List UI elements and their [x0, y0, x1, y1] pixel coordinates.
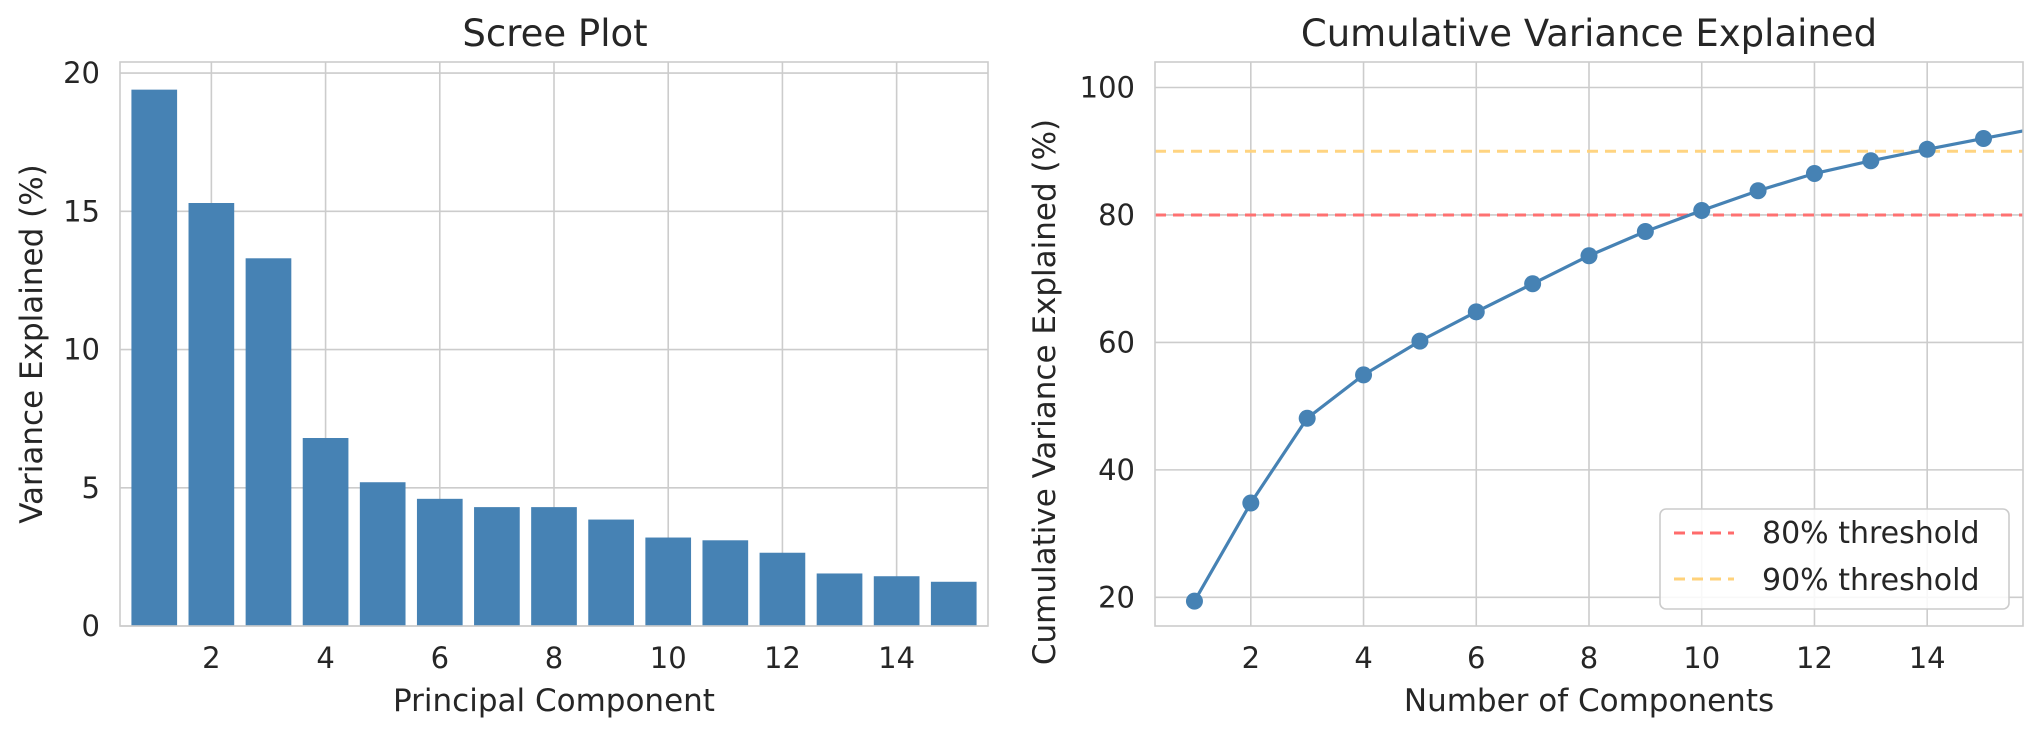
cumulative-plot-frame: [1154, 61, 2024, 627]
scree-x-tick-label: 2: [202, 641, 220, 675]
scree-plot-panel: Scree Plot 2 4 6 8 10 12 14 0 5 10 15 20 Principal …: [14, 12, 989, 719]
scree-x-axis-label: Principal Component: [393, 683, 715, 719]
cumulative-point: [1636, 223, 1654, 241]
cumulative-variance-panel: Cumulative Variance Explained 2 4 6 8 10 12 14…: [1027, 12, 2024, 719]
scree-y-tick-label: 10: [63, 333, 100, 367]
legend-80-threshold-label: 80% threshold: [1762, 516, 1980, 551]
cumulative-x-tick-label: 2: [1242, 641, 1260, 675]
scree-bar: [245, 258, 292, 626]
scree-x-tick-label: 14: [878, 641, 915, 675]
cumulative-point: [1355, 366, 1373, 384]
cumulative-y-tick-label: 40: [1098, 453, 1135, 487]
threshold-lines: [1155, 149, 2023, 217]
scree-bar: [873, 576, 920, 626]
scree-bar: [588, 519, 634, 626]
cumulative-series: [1185, 129, 2024, 610]
scree-bar: [474, 507, 520, 626]
cumulative-point: [1805, 165, 1823, 183]
scree-bar: [702, 540, 749, 626]
scree-bar: [131, 89, 178, 627]
scree-x-tick-label: 6: [431, 641, 449, 675]
cumulative-tick-labels: 2 4 6 8 10 12 14 20 40 60 80 100: [1080, 70, 1946, 675]
cumulative-point: [1580, 247, 1598, 265]
scree-bars: [131, 89, 977, 627]
cumulative-point: [1411, 332, 1429, 350]
scree-y-tick-label: 20: [63, 56, 100, 90]
cumulative-x-axis-label: Number of Components: [1404, 683, 1774, 719]
cumulative-point: [1749, 182, 1767, 200]
cumulative-y-tick-label: 100: [1080, 70, 1135, 104]
cumulative-x-tick-label: 8: [1580, 641, 1598, 675]
scree-y-tick-label: 5: [82, 471, 100, 505]
scree-bar: [531, 507, 577, 626]
scree-bar: [416, 498, 463, 626]
cumulative-point: [1524, 275, 1542, 293]
cumulative-point: [1298, 409, 1316, 427]
cumulative-point: [1467, 303, 1485, 321]
cumulative-x-tick-label: 4: [1354, 641, 1372, 675]
scree-x-tick-label: 4: [316, 641, 334, 675]
cumulative-line: [1193, 129, 2024, 602]
legend-90-threshold-label: 90% threshold: [1762, 563, 1980, 598]
scree-bar: [759, 552, 806, 626]
cumulative-gridlines: [1155, 62, 2023, 626]
scree-bar: [359, 482, 406, 626]
cumulative-point: [1693, 201, 1711, 219]
scree-gridlines: [120, 62, 988, 627]
cumulative-x-tick-label: 14: [1909, 641, 1946, 675]
cumulative-point: [1242, 494, 1260, 512]
scree-plot-title: Scree Plot: [462, 12, 647, 55]
scree-y-tick-label: 0: [82, 609, 100, 643]
cumulative-x-tick-label: 6: [1467, 641, 1485, 675]
cumulative-plot-title: Cumulative Variance Explained: [1301, 12, 1877, 55]
scree-bar: [645, 537, 692, 626]
scree-plot-frame: [119, 61, 989, 627]
legend: 80% threshold 90% threshold: [1659, 508, 2010, 610]
scree-bar: [302, 438, 349, 626]
scree-bar: [930, 581, 977, 626]
cumulative-x-tick-label: 10: [1683, 641, 1720, 675]
scree-x-tick-label: 12: [764, 641, 801, 675]
cumulative-point: [1975, 129, 1993, 147]
scree-bar: [188, 203, 235, 626]
scree-y-axis-label: Variance Explained (%): [14, 164, 50, 524]
cumulative-point: [1918, 140, 1936, 158]
cumulative-y-axis-label: Cumulative Variance Explained (%): [1027, 119, 1063, 665]
legend-box: [1659, 508, 2010, 610]
cumulative-y-tick-label: 60: [1098, 325, 1135, 359]
cumulative-x-tick-label: 12: [1796, 641, 1833, 675]
scree-y-tick-label: 15: [63, 194, 100, 228]
scree-tick-labels: 2 4 6 8 10 12 14 0 5 10 15 20: [63, 56, 915, 675]
cumulative-y-tick-label: 80: [1098, 198, 1135, 232]
cumulative-point: [1185, 592, 1203, 610]
scree-x-tick-label: 10: [650, 641, 687, 675]
scree-bar: [816, 573, 863, 626]
cumulative-point: [1862, 152, 1880, 170]
cumulative-y-tick-label: 20: [1098, 580, 1135, 614]
scree-x-tick-label: 8: [545, 641, 563, 675]
